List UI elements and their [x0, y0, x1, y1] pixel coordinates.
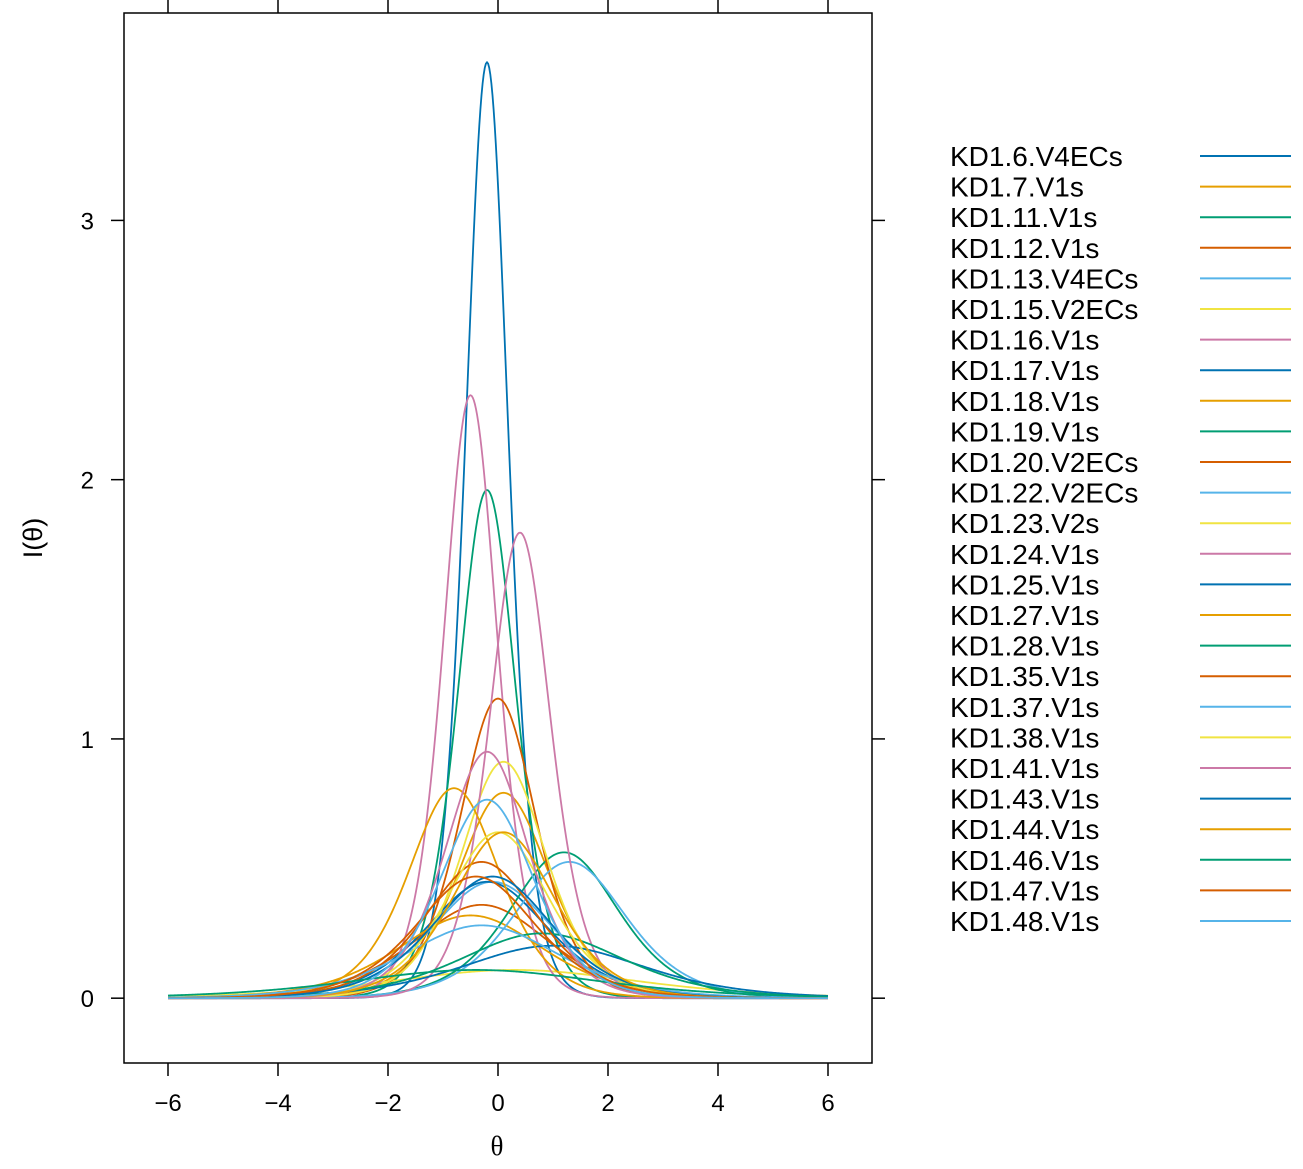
y-tick-label: 0 [81, 986, 94, 1013]
series-line-10 [168, 851, 829, 1000]
legend-label-10: KD1.19.V1s [950, 416, 1099, 447]
axis-ticks: −6 −4 −2 0 2 4 6 0 1 2 3 [81, 0, 885, 1117]
legend-label-6: KD1.15.V2ECs [950, 294, 1138, 325]
legend-label-7: KD1.16.V1s [950, 325, 1099, 356]
legend-label-21: KD1.41.V1s [950, 753, 1099, 784]
series-line-8 [167, 880, 828, 999]
series-line-23 [168, 831, 828, 1000]
legend-label-2: KD1.7.V1s [950, 172, 1084, 203]
curve-group [167, 60, 829, 1000]
series-line-11 [168, 697, 828, 1000]
legend-label-14: KD1.24.V1s [950, 539, 1099, 570]
x-tick-label: 2 [601, 1090, 614, 1117]
x-tick-label: 0 [491, 1090, 504, 1117]
legend-label-13: KD1.23.V2s [950, 508, 1099, 539]
x-tick-label: −4 [264, 1090, 291, 1117]
legend-label-15: KD1.25.V1s [950, 569, 1099, 600]
legend-label-19: KD1.37.V1s [950, 692, 1099, 723]
series-line-24 [167, 969, 829, 998]
legend-label-8: KD1.17.V1s [950, 355, 1099, 386]
y-tick-label: 3 [81, 208, 94, 235]
series-line-19 [167, 924, 829, 999]
legend-label-22: KD1.43.V1s [950, 784, 1099, 815]
x-axis-label: θ [491, 1131, 504, 1161]
legend-label-4: KD1.12.V1s [950, 233, 1099, 264]
y-tick-label: 1 [81, 727, 94, 754]
legend: KD1.6.V4ECsKD1.7.V1sKD1.11.V1sKD1.12.V1s… [950, 141, 1291, 937]
legend-label-20: KD1.38.V1s [950, 722, 1099, 753]
legend-label-24: KD1.46.V1s [950, 845, 1099, 876]
legend-label-16: KD1.27.V1s [950, 600, 1099, 631]
legend-label-1: KD1.6.V4ECs [950, 141, 1123, 172]
series-line-16 [168, 787, 828, 1000]
legend-label-11: KD1.20.V2ECs [950, 447, 1138, 478]
series-line-25 [167, 875, 828, 1000]
series-line-21 [168, 750, 828, 1000]
x-tick-label: −6 [154, 1090, 181, 1117]
legend-label-5: KD1.13.V4ECs [950, 263, 1138, 294]
legend-label-9: KD1.18.V1s [950, 386, 1099, 417]
series-line-4 [167, 903, 828, 999]
legend-label-18: KD1.35.V1s [950, 661, 1099, 692]
y-tick-label: 2 [81, 468, 94, 495]
legend-label-17: KD1.28.V1s [950, 631, 1099, 662]
x-tick-label: 4 [711, 1090, 724, 1117]
series-line-5 [168, 880, 828, 999]
legend-label-23: KD1.44.V1s [950, 814, 1099, 845]
y-axis-label: I(θ) [18, 518, 48, 559]
legend-label-12: KD1.22.V2ECs [950, 478, 1138, 509]
series-line-20 [168, 831, 828, 1000]
series-line-26 [168, 798, 828, 1000]
series-line-13 [168, 760, 828, 1000]
series-line-22 [167, 875, 828, 999]
x-tick-label: 6 [821, 1090, 834, 1117]
legend-label-3: KD1.11.V1s [950, 202, 1097, 233]
x-tick-label: −2 [374, 1090, 401, 1117]
legend-label-25: KD1.47.V1s [950, 875, 1099, 906]
legend-label-26: KD1.48.V1s [950, 906, 1099, 937]
series-line-2 [168, 791, 828, 1000]
